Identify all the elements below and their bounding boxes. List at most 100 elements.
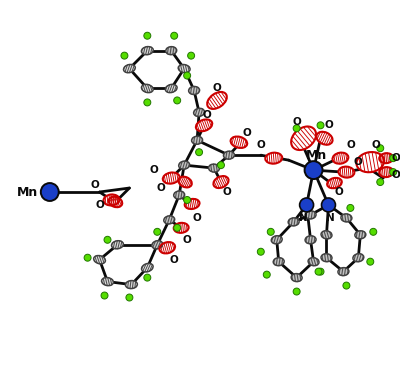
Ellipse shape: [142, 84, 153, 92]
Ellipse shape: [174, 191, 185, 199]
Circle shape: [367, 258, 374, 265]
Circle shape: [304, 161, 322, 179]
Ellipse shape: [141, 46, 153, 55]
Ellipse shape: [185, 199, 200, 209]
Circle shape: [101, 292, 108, 299]
Ellipse shape: [189, 86, 200, 94]
Ellipse shape: [179, 161, 190, 169]
Text: O: O: [150, 165, 159, 175]
Circle shape: [144, 99, 151, 106]
Circle shape: [377, 145, 384, 152]
Ellipse shape: [166, 47, 177, 55]
Circle shape: [218, 162, 224, 169]
Text: N: N: [299, 213, 308, 223]
Ellipse shape: [192, 136, 202, 144]
Ellipse shape: [355, 231, 366, 239]
Ellipse shape: [104, 195, 120, 205]
Ellipse shape: [273, 258, 284, 266]
Text: O: O: [324, 120, 333, 130]
Circle shape: [390, 169, 397, 176]
Ellipse shape: [305, 236, 316, 244]
Circle shape: [293, 288, 300, 295]
Circle shape: [121, 52, 128, 59]
Ellipse shape: [160, 242, 175, 253]
Circle shape: [184, 197, 191, 204]
Circle shape: [343, 282, 350, 289]
Ellipse shape: [165, 84, 177, 92]
Text: O: O: [90, 180, 99, 190]
Text: O: O: [183, 235, 192, 245]
Ellipse shape: [356, 152, 384, 172]
Text: O: O: [213, 84, 221, 94]
Ellipse shape: [194, 108, 204, 116]
Ellipse shape: [321, 254, 332, 262]
Circle shape: [257, 248, 264, 255]
Circle shape: [188, 52, 195, 59]
Circle shape: [315, 268, 322, 275]
Circle shape: [263, 271, 270, 278]
Ellipse shape: [164, 216, 175, 224]
Ellipse shape: [109, 197, 122, 207]
Ellipse shape: [196, 120, 212, 131]
Ellipse shape: [308, 258, 319, 266]
Text: O: O: [346, 140, 355, 150]
Text: O: O: [170, 255, 178, 265]
Ellipse shape: [291, 127, 316, 150]
Text: O: O: [292, 117, 301, 127]
Circle shape: [322, 198, 336, 212]
Ellipse shape: [271, 236, 282, 244]
Ellipse shape: [124, 64, 135, 73]
Circle shape: [390, 155, 397, 162]
Text: O: O: [203, 110, 212, 120]
Circle shape: [174, 97, 181, 104]
Circle shape: [104, 236, 111, 243]
Circle shape: [184, 72, 191, 79]
Ellipse shape: [208, 164, 220, 172]
Ellipse shape: [214, 176, 228, 188]
Circle shape: [317, 122, 324, 129]
Ellipse shape: [174, 223, 189, 233]
Ellipse shape: [126, 281, 137, 289]
Ellipse shape: [338, 268, 349, 276]
Circle shape: [144, 274, 151, 281]
Ellipse shape: [288, 218, 299, 226]
Ellipse shape: [338, 166, 354, 178]
Circle shape: [41, 183, 59, 201]
Circle shape: [370, 228, 377, 235]
Text: O: O: [222, 187, 231, 197]
Ellipse shape: [321, 231, 332, 239]
Circle shape: [347, 204, 354, 211]
Text: O: O: [242, 128, 251, 138]
Circle shape: [196, 149, 202, 156]
Circle shape: [267, 228, 274, 235]
Text: O: O: [157, 183, 166, 193]
Circle shape: [84, 254, 91, 261]
Circle shape: [174, 224, 181, 231]
Circle shape: [293, 125, 300, 132]
Circle shape: [154, 228, 161, 235]
Ellipse shape: [231, 137, 247, 148]
Ellipse shape: [379, 153, 393, 163]
Text: O: O: [334, 187, 343, 197]
Ellipse shape: [265, 152, 282, 164]
Circle shape: [317, 268, 324, 275]
Circle shape: [144, 32, 151, 39]
Ellipse shape: [207, 92, 227, 109]
Circle shape: [171, 32, 178, 39]
Circle shape: [377, 178, 384, 185]
Ellipse shape: [112, 241, 123, 249]
Ellipse shape: [224, 151, 234, 159]
Ellipse shape: [291, 274, 302, 282]
Ellipse shape: [316, 132, 332, 145]
Ellipse shape: [94, 255, 106, 264]
Text: O: O: [392, 170, 400, 180]
Circle shape: [126, 294, 133, 301]
Circle shape: [300, 198, 314, 212]
Ellipse shape: [102, 277, 114, 286]
Ellipse shape: [142, 264, 153, 272]
Text: Mn: Mn: [17, 185, 38, 199]
Ellipse shape: [152, 241, 163, 249]
Text: O: O: [256, 140, 265, 150]
Text: O: O: [193, 213, 202, 223]
Ellipse shape: [163, 173, 180, 184]
